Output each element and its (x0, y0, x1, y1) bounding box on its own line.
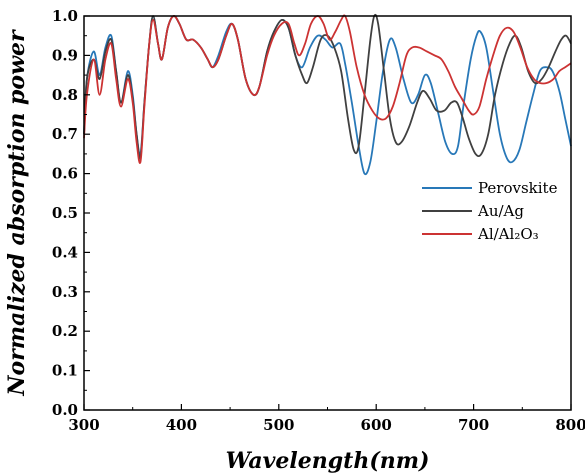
legend-label-3: Al/Al₂O₃ (477, 225, 539, 243)
legend: Perovskite Au/Ag Al/Al₂O₃ (422, 179, 558, 243)
y-tick-label: 0.8 (52, 86, 78, 104)
series-line-3 (83, 14, 572, 164)
x-tick-label: 500 (263, 416, 294, 434)
y-tick-label: 0.1 (52, 362, 78, 380)
series-layer (83, 13, 572, 176)
y-tick-label: 1.0 (52, 7, 78, 25)
y-tick-label: 0.5 (52, 204, 78, 222)
y-axis-title: Normalized absorption power (4, 29, 30, 397)
x-tick-label: 600 (361, 416, 392, 434)
legend-label-1: Perovskite (478, 179, 558, 197)
x-axis-title: Wavelength(nm) (226, 448, 430, 474)
y-tick-label: 0.2 (52, 322, 78, 340)
y-tick-label: 0.0 (52, 401, 78, 419)
y-tick-label: 0.7 (52, 125, 78, 143)
x-tick-label: 700 (458, 416, 489, 434)
legend-label-2: Au/Ag (477, 202, 524, 220)
y-tick-label: 0.4 (52, 243, 78, 261)
y-tick-label: 0.3 (52, 283, 78, 301)
x-tick-label: 300 (68, 416, 99, 434)
x-tick-label: 400 (166, 416, 197, 434)
x-tick-label: 800 (555, 416, 585, 434)
ticks-layer: 300 400 500 600 700 800 0.0 0.1 0.2 0.3 0.4 0.5 0.6 0… (52, 7, 585, 434)
y-tick-label: 0.9 (52, 46, 78, 64)
y-tick-label: 0.6 (52, 165, 78, 183)
